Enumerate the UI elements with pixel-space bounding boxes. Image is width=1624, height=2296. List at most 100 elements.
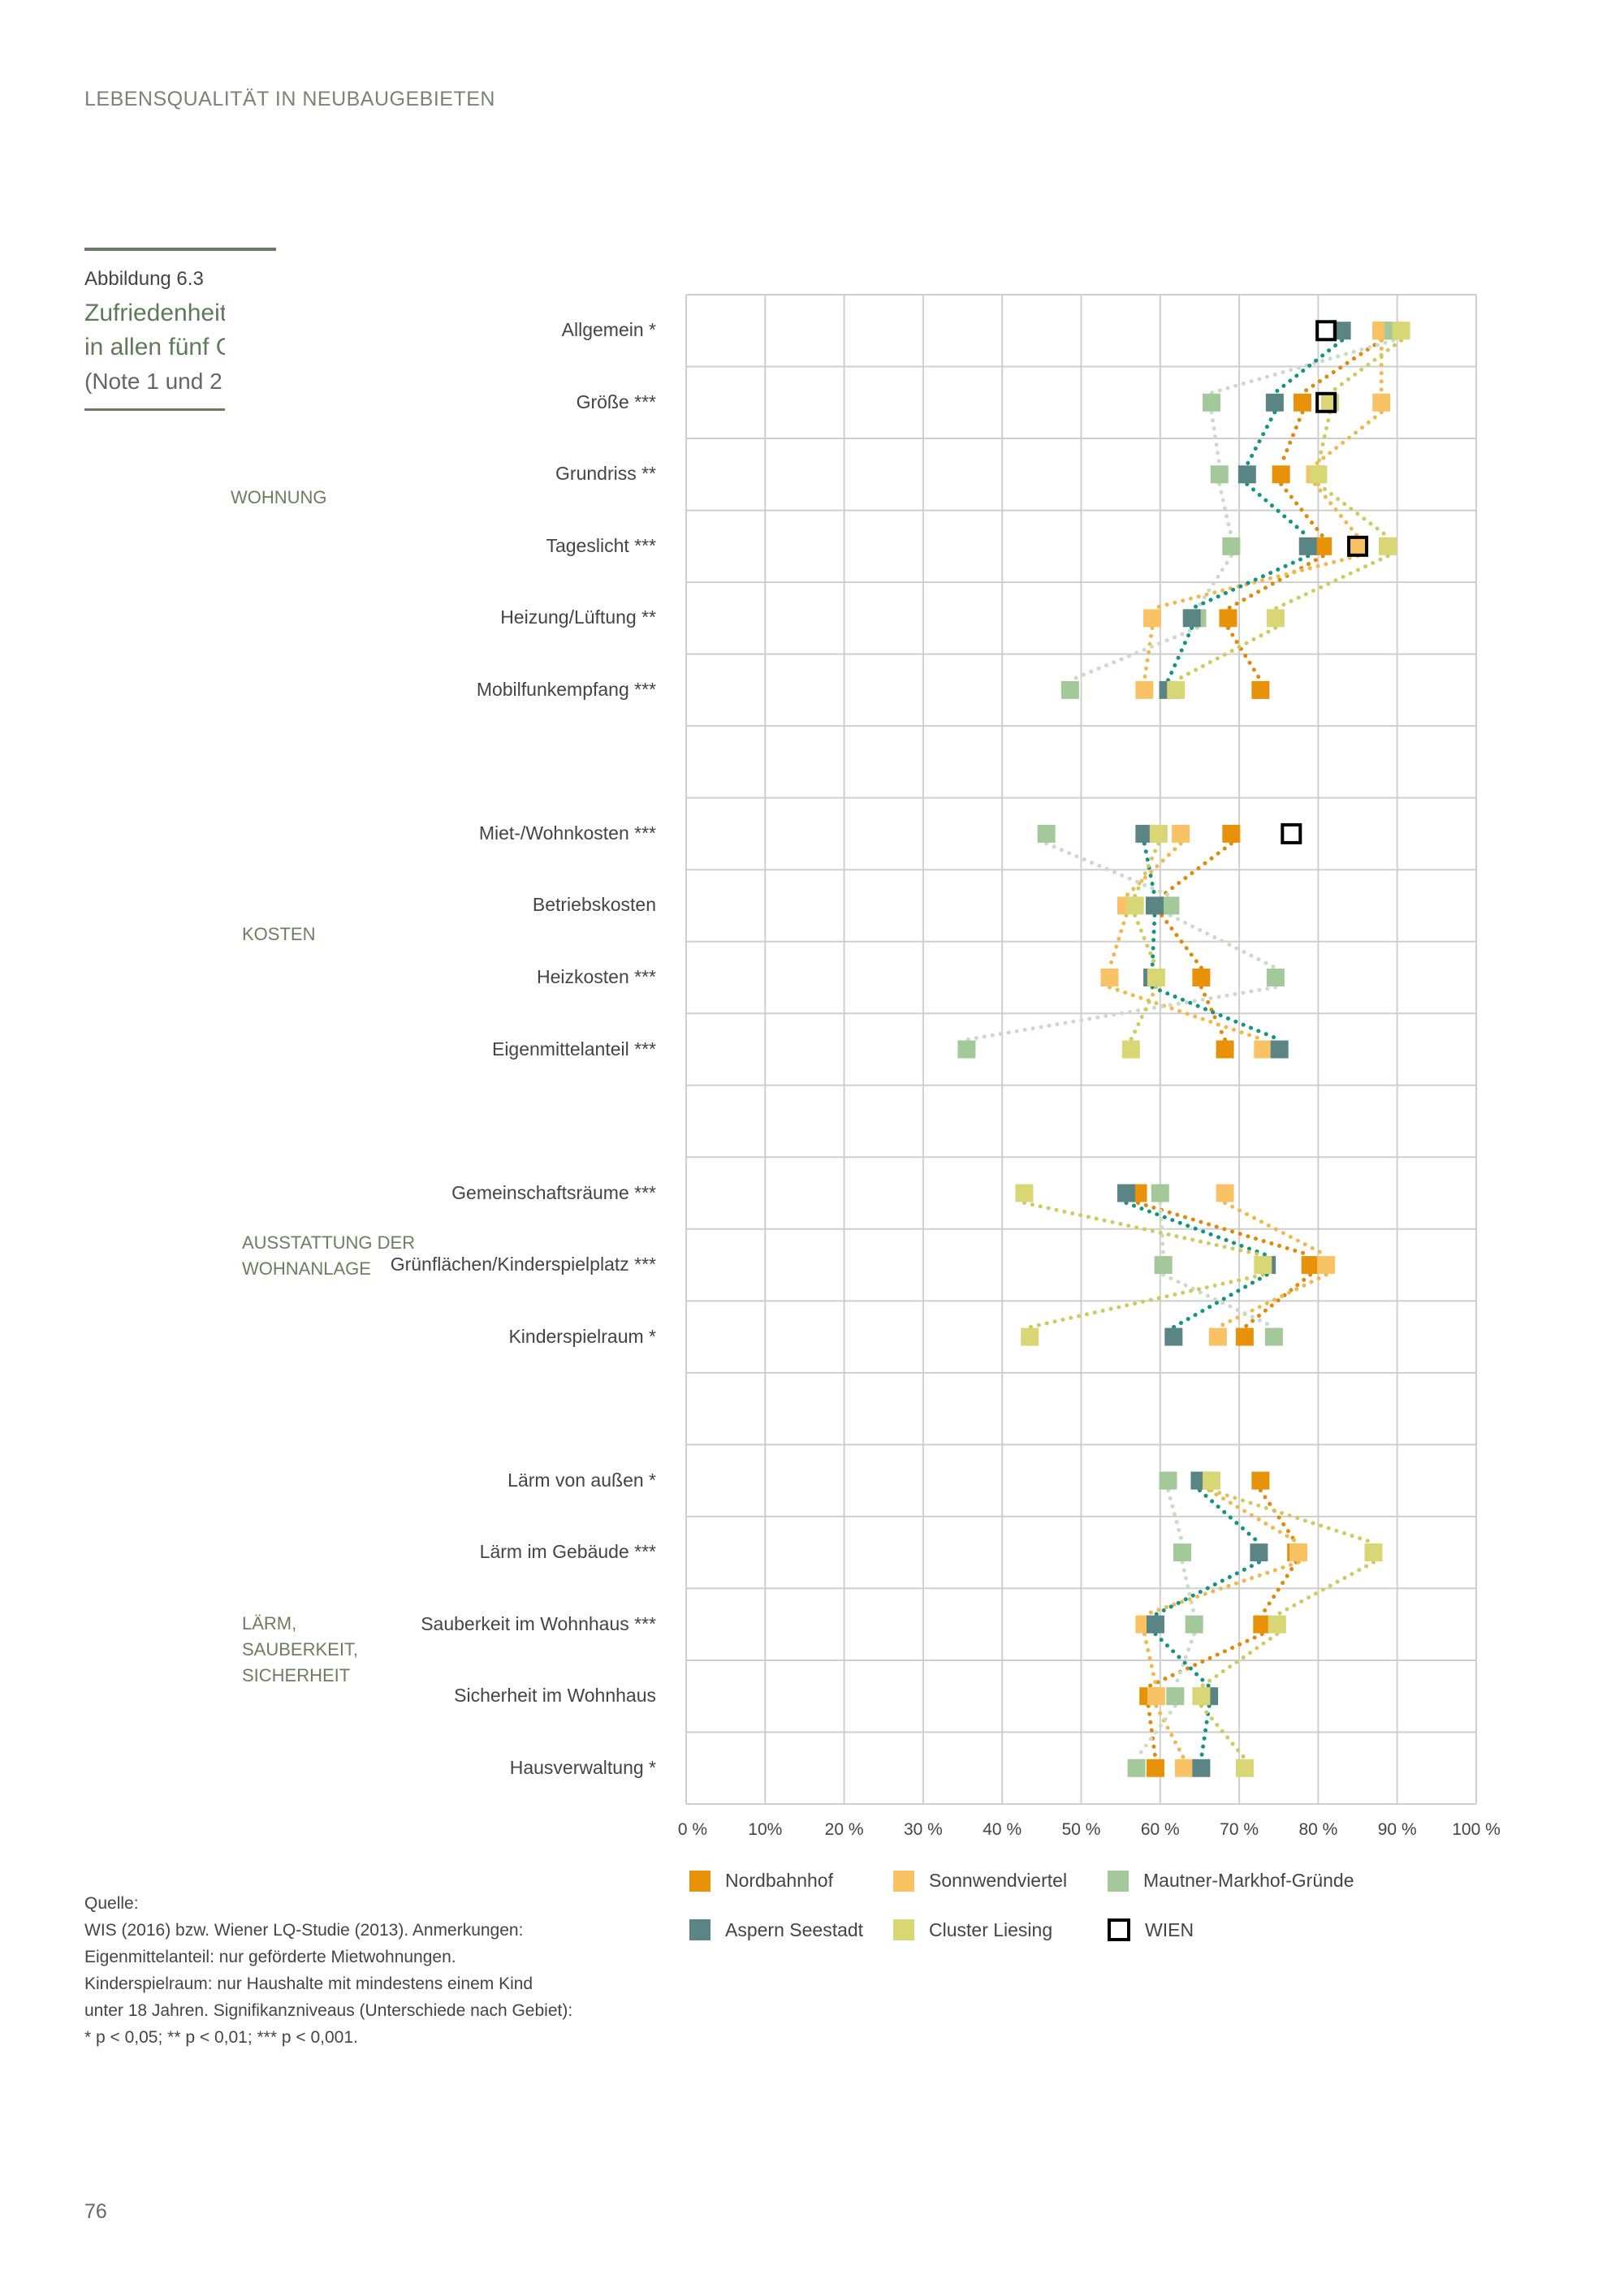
legend-label: Aspern Seestadt bbox=[725, 1918, 864, 1940]
marker-aspern-seestadt bbox=[1265, 393, 1284, 412]
marker-nordbahnhof bbox=[1192, 968, 1211, 986]
section-label-ausstattung: AUSSTATTUNG DER WOHNANLAGE bbox=[242, 1230, 415, 1282]
legend-item: Cluster Liesing bbox=[893, 1918, 1108, 1941]
marker-cluster-liesing bbox=[1235, 1759, 1254, 1777]
marker-mautner-markhof-gr-nde bbox=[1161, 896, 1180, 915]
marker-aspern-seestadt bbox=[1332, 322, 1351, 340]
marker-nordbahnhof bbox=[1301, 1256, 1320, 1275]
section-label-kosten: KOSTEN bbox=[242, 924, 316, 944]
legend-swatch bbox=[893, 1870, 914, 1892]
x-tick-label: 100 % bbox=[1452, 1820, 1501, 1839]
series-connector-line bbox=[1209, 410, 1222, 467]
series-connector-line bbox=[1279, 410, 1305, 467]
footnote-line: * p < 0,05; ** p < 0,01; *** p < 0,001. bbox=[84, 2028, 358, 2047]
section-label-line: SICHERHEIT bbox=[242, 1665, 351, 1685]
series-connector-line bbox=[1173, 1632, 1197, 1689]
marker-sonnwendviertel bbox=[1216, 1184, 1234, 1202]
series-connector-line bbox=[1150, 554, 1360, 611]
legend-item: Mautner-Markhof-Gründe bbox=[1108, 1870, 1367, 1892]
x-tick-label: 70 % bbox=[1220, 1820, 1259, 1839]
legend-swatch bbox=[1108, 1918, 1130, 1941]
x-tick-label: 50 % bbox=[1061, 1820, 1101, 1839]
series-connector-line bbox=[1315, 410, 1332, 467]
series-connector-line bbox=[1021, 1201, 1265, 1258]
marker-sonnwendviertel bbox=[1143, 609, 1162, 628]
series-connector-line bbox=[1124, 1201, 1269, 1258]
marker-sonnwendviertel bbox=[1372, 393, 1391, 412]
marker-mautner-markhof-gr-nde bbox=[1166, 1687, 1185, 1706]
category-label: Betriebskosten bbox=[532, 894, 656, 916]
marker-mautner-markhof-gr-nde bbox=[1185, 1615, 1203, 1634]
series-connector-line bbox=[1129, 985, 1159, 1042]
x-tick-label: 30 % bbox=[903, 1820, 943, 1839]
legend: Nordbahnhof Sonnwendviertel Mautner-Markho… bbox=[689, 1870, 1367, 1941]
category-label: Allgemein * bbox=[561, 319, 656, 341]
footnote: Quelle: WIS (2016) bzw. Wiener LQ-Studie… bbox=[84, 1890, 572, 2051]
x-tick-label: 20 % bbox=[824, 1820, 864, 1839]
series-connector-line bbox=[1142, 1560, 1301, 1617]
series-connector-line bbox=[1160, 913, 1203, 970]
category-label: Heizung/Lüftung ** bbox=[500, 606, 656, 628]
category-label: Gemeinschaftsräume *** bbox=[451, 1181, 656, 1203]
legend-item: WIEN bbox=[1108, 1918, 1367, 1941]
series-connector-line bbox=[1225, 625, 1263, 683]
legend-swatch bbox=[689, 1919, 710, 1940]
category-label: Lärm im Gebäude *** bbox=[479, 1541, 656, 1563]
figure-title-line2: in allen fünf G bbox=[84, 334, 225, 360]
marker-sonnwendviertel bbox=[1349, 537, 1367, 555]
footnote-line: unter 18 Jahren. Signifikanzniveaus (Unt… bbox=[84, 2001, 573, 2020]
marker-mautner-markhof-gr-nde bbox=[1159, 1471, 1177, 1490]
legend-swatch bbox=[689, 1870, 710, 1892]
series-connector-line bbox=[1313, 410, 1384, 467]
marker-cluster-liesing bbox=[1392, 322, 1410, 340]
marker-cluster-liesing bbox=[1125, 896, 1144, 915]
running-header: LEBENSQUALITÄT IN NEUBAUGEBIETEN bbox=[84, 88, 495, 110]
marker-nordbahnhof bbox=[1235, 1327, 1254, 1346]
x-tick-label: 0 % bbox=[677, 1820, 708, 1839]
legend-item: Sonnwendviertel bbox=[893, 1870, 1108, 1892]
marker-wien bbox=[1347, 535, 1369, 557]
marker-cluster-liesing bbox=[1167, 680, 1186, 699]
footnote-line: WIS (2016) bzw. Wiener LQ-Studie (2013).… bbox=[84, 1921, 524, 1940]
marker-cluster-liesing bbox=[1192, 1687, 1211, 1706]
legend-swatch bbox=[1108, 1870, 1129, 1892]
legend-label: Sonnwendviertel bbox=[929, 1870, 1068, 1891]
marker-nordbahnhof bbox=[1216, 1040, 1234, 1059]
series-connector-line bbox=[1217, 481, 1233, 539]
marker-cluster-liesing bbox=[1121, 1040, 1140, 1059]
section-label-line: AUSSTATTUNG DER bbox=[242, 1232, 416, 1253]
legend-label: Mautner-Markhof-Gründe bbox=[1143, 1870, 1354, 1891]
marker-nordbahnhof bbox=[1251, 1471, 1270, 1490]
series-connector-line bbox=[1223, 1201, 1328, 1258]
marker-sonnwendviertel bbox=[1174, 1759, 1193, 1777]
series-connector-line bbox=[1279, 481, 1325, 539]
series-connector-line bbox=[1245, 481, 1311, 539]
series-connector-line bbox=[1209, 338, 1396, 395]
series-connector-line bbox=[1195, 554, 1233, 611]
category-label: Tageslicht *** bbox=[546, 534, 656, 556]
category-label: Grundriss ** bbox=[555, 463, 656, 485]
category-label: Eigenmittelanteil *** bbox=[491, 1038, 656, 1060]
x-tick-label: 10% bbox=[748, 1820, 783, 1839]
marker-aspern-seestadt bbox=[1192, 1759, 1211, 1777]
x-tick-label: 80 % bbox=[1298, 1820, 1338, 1839]
category-label: Größe *** bbox=[576, 391, 656, 412]
series-connector-line bbox=[1142, 1632, 1159, 1689]
category-label: Sauberkeit im Wohnhaus *** bbox=[421, 1612, 656, 1634]
series-connector-line bbox=[1272, 338, 1345, 395]
series-connector-line bbox=[1199, 1632, 1280, 1689]
marker-mautner-markhof-gr-nde bbox=[1151, 1184, 1169, 1202]
marker-mautner-markhof-gr-nde bbox=[1222, 537, 1241, 555]
series-connector-line bbox=[1199, 985, 1228, 1042]
category-label: Hausverwaltung * bbox=[509, 1756, 656, 1778]
category-label: Sicherheit im Wohnhaus bbox=[454, 1685, 656, 1707]
marker-aspern-seestadt bbox=[1164, 1327, 1183, 1346]
marker-mautner-markhof-gr-nde bbox=[1127, 1759, 1146, 1777]
marker-sonnwendviertel bbox=[1289, 1543, 1308, 1562]
page-number: 76 bbox=[84, 2200, 107, 2223]
marker-aspern-seestadt bbox=[1135, 824, 1154, 843]
marker-mautner-markhof-gr-nde bbox=[1060, 680, 1079, 699]
x-tick-label: 90 % bbox=[1377, 1820, 1417, 1839]
figure-number: Abbildung 6.3 bbox=[84, 268, 204, 290]
series-connector-line bbox=[1134, 1703, 1177, 1761]
